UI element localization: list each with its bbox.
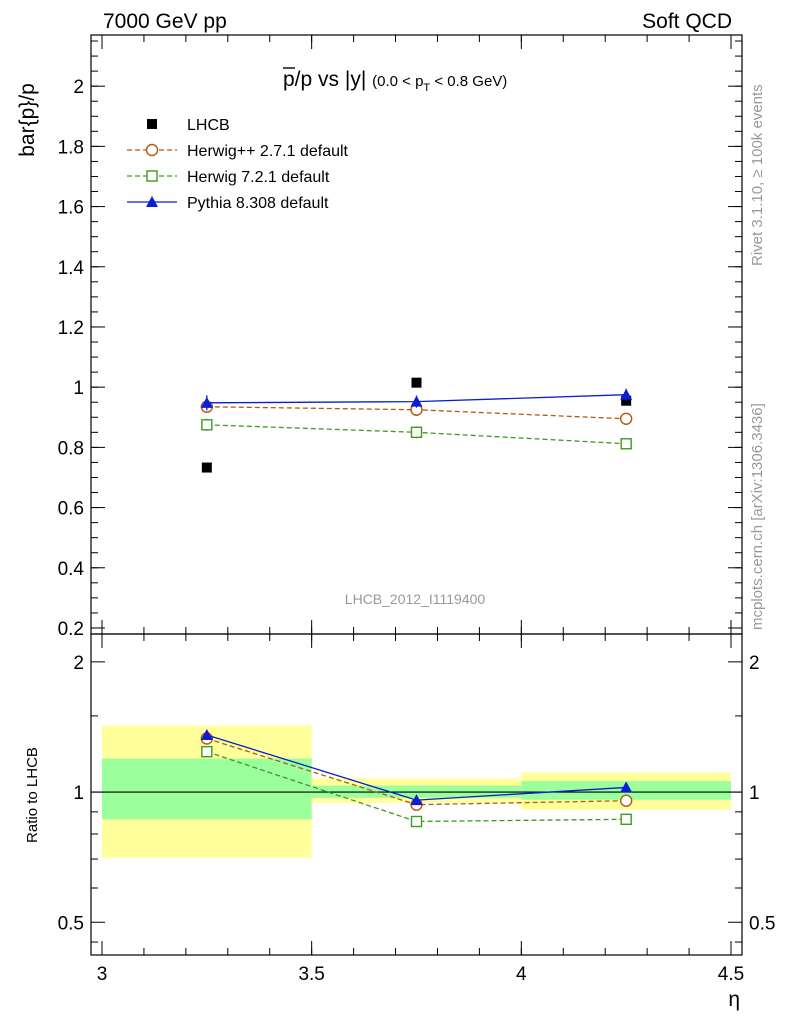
y-tick-label: 1.6 (58, 198, 84, 219)
x-tick-label: 3 (97, 964, 108, 985)
legend-label-pythia: Pythia 8.308 default (187, 195, 329, 212)
data-point-pythia (620, 388, 633, 400)
header-right-label: Soft QCD (642, 10, 732, 33)
rivet-label: Rivet 3.1.10, ≥ 100k events (749, 84, 766, 266)
legend-label-herwig7: Herwig 7.2.1 default (187, 169, 330, 186)
data-point-herwig7 (201, 419, 213, 431)
main-plot-area (200, 377, 633, 473)
data-point-pythia (200, 396, 213, 408)
x-tick-label: 4.5 (718, 964, 744, 985)
main-title-cut-suffix: < 0.8 GeV) (430, 73, 507, 90)
ratio-frame (90, 633, 743, 956)
y-tick-label: 1.4 (58, 258, 85, 279)
data-point-herwigpp (619, 794, 633, 807)
legend-marker-lhcb (147, 119, 157, 129)
ratio-y-tick-label-right: 0.5 (749, 913, 775, 934)
legend-marker-herwig7 (146, 170, 158, 182)
data-point-lhcb (201, 462, 212, 473)
y-tick-label: 1 (73, 378, 84, 399)
data-point-pythia (410, 395, 423, 407)
y-tick-label: 2 (73, 77, 84, 98)
svg-text:p/p vs |y| (0.0 < pT <: p/p vs |y| (0.0 < pT < 0.8 GeV) (283, 68, 507, 94)
ratio-y-tick-label: 1 (73, 783, 84, 804)
data-point-lhcb (411, 377, 422, 388)
ratio-y-tick-label-right: 1 (749, 783, 760, 804)
ratio-y-tick-label: 2 (73, 653, 84, 674)
analysis-watermark: LHCB_2012_I1119400 (345, 591, 486, 607)
legend-label-lhcb: LHCB (187, 117, 230, 134)
main-axis-ticks: 0.2 0.4 0.6 0.8 1 1.2 1.4 1.6 1.8 2 (58, 35, 742, 640)
ratio-y-tick-label: 0.5 (58, 913, 84, 934)
header-left-label: 7000 GeV pp (103, 10, 227, 33)
mcplots-label: mcplots.cern.ch [arXiv:1306.3436] (749, 403, 766, 630)
y-tick-label: 0.6 (58, 499, 84, 520)
ratio-panel: 0.5 0.5 1 1 2 2 3 3.5 4 4.5 Ratio to LHCB η (24, 633, 775, 1011)
ratio-plot-area (91, 725, 742, 858)
y-tick-label: 1.8 (58, 137, 84, 158)
uncertainty-band-inner (102, 758, 312, 820)
main-y-axis-label: bar{p}/p (16, 83, 39, 157)
data-point-herwig7 (410, 426, 423, 439)
legend: LHCB Herwig++ 2.7.1 default Herwig 7.2.1 d… (127, 117, 349, 212)
legend-marker-herwigpp (145, 143, 159, 157)
legend-label-herwigpp: Herwig++ 2.7.1 default (187, 143, 349, 160)
main-title-text: p/p vs |y| (283, 68, 366, 91)
data-point-herwig7 (620, 813, 632, 826)
data-point-herwig7 (620, 438, 632, 450)
data-point-pythia (200, 729, 213, 741)
data-point-pythia (620, 781, 633, 793)
data-point-pythia (410, 794, 423, 806)
main-title-cut: (0.0 < p (372, 73, 423, 90)
legend-marker-pythia (146, 196, 158, 207)
y-tick-label: 1.2 (58, 318, 84, 339)
x-tick-label: 3.5 (298, 964, 324, 985)
y-tick-label: 0.4 (58, 559, 85, 580)
x-tick-label: 4 (516, 964, 527, 985)
main-title: p/p vs |y| (0.0 < pT < 0.8 GeV) (283, 67, 507, 94)
y-tick-label: 0.8 (58, 438, 84, 459)
y-tick-label: 0.2 (58, 619, 84, 640)
main-panel: 0.2 0.4 0.6 0.8 1 1.2 1.4 1.6 1.8 2 bar{p}/p p/p … (16, 34, 743, 640)
ratio-y-tick-label-right: 2 (749, 653, 760, 674)
data-point-herwig7 (410, 815, 423, 828)
ratio-y-axis-label: Ratio to LHCB (24, 747, 41, 843)
data-point-herwigpp (619, 412, 633, 425)
main-title-cut-index: T (423, 82, 430, 94)
data-point-herwig7 (201, 745, 213, 758)
ratio-axis-ticks: 0.5 0.5 1 1 2 2 3 3.5 4 4.5 (58, 634, 775, 985)
x-axis-label: η (728, 988, 740, 1011)
